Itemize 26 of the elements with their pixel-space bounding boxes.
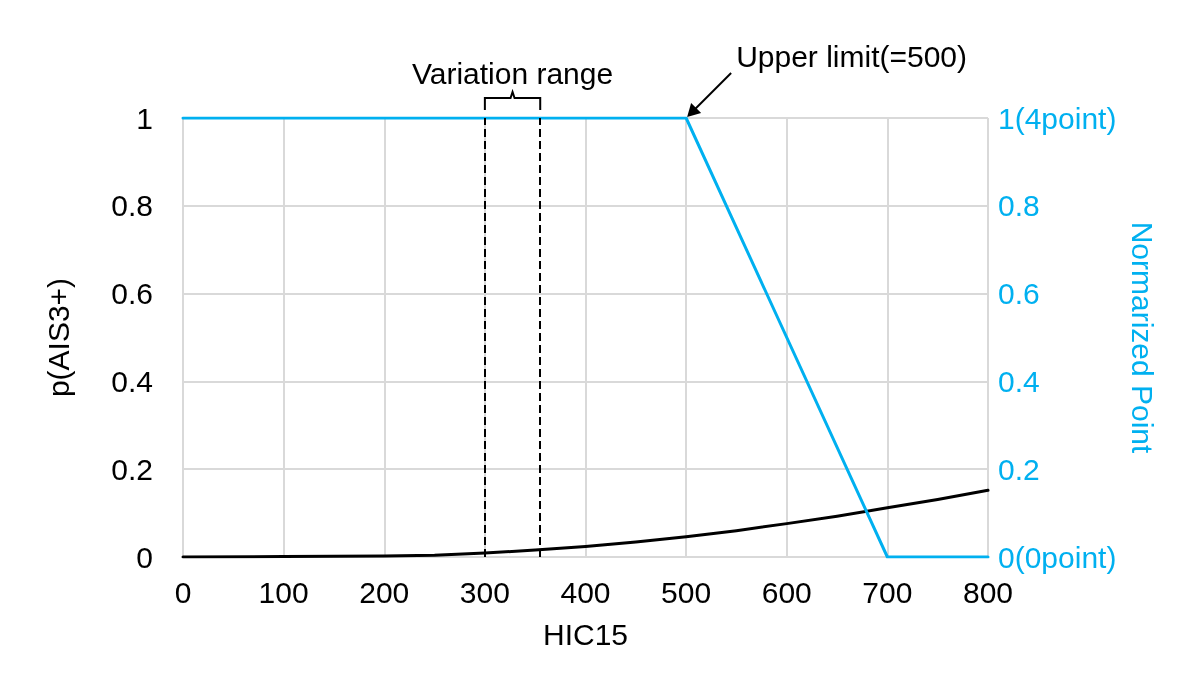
y-axis-title: p(AIS3+) bbox=[41, 277, 75, 398]
x-tick-label: 400 bbox=[560, 575, 611, 609]
y-tick-label: 0.2 bbox=[111, 452, 153, 486]
y2-tick-label: 0(0point) bbox=[998, 540, 1117, 574]
text: Variation range bbox=[411, 56, 614, 90]
text: Upper limit(=500) bbox=[736, 39, 968, 73]
x-tick-label: 200 bbox=[359, 575, 410, 609]
x-tick-label: 800 bbox=[962, 575, 1014, 609]
y2-tick-label: 1(4point) bbox=[998, 101, 1117, 135]
y-tick-label: 1 bbox=[136, 101, 153, 135]
x-tick-label: 600 bbox=[761, 575, 812, 609]
y-tick-label: 0 bbox=[136, 540, 153, 574]
x-tick-label: 0 bbox=[174, 575, 192, 609]
y2-tick-label: 0.8 bbox=[998, 189, 1040, 223]
y-tick-label: 0.4 bbox=[111, 364, 153, 398]
y2-tick-label: 0.6 bbox=[998, 277, 1040, 311]
y-tick-label: 0.6 bbox=[111, 277, 153, 311]
y-tick-label: 0.8 bbox=[111, 189, 153, 223]
x-tick-label: 700 bbox=[862, 575, 913, 609]
y2-axis-title: Normarized Point bbox=[1125, 221, 1159, 455]
x-axis-title: HIC15 bbox=[542, 617, 629, 651]
y2-tick-label: 0.4 bbox=[998, 364, 1040, 398]
y2-tick-label: 0.2 bbox=[998, 452, 1040, 486]
x-tick-label: 500 bbox=[661, 575, 712, 609]
x-tick-label: 300 bbox=[459, 575, 510, 609]
x-tick-label: 100 bbox=[258, 575, 309, 609]
